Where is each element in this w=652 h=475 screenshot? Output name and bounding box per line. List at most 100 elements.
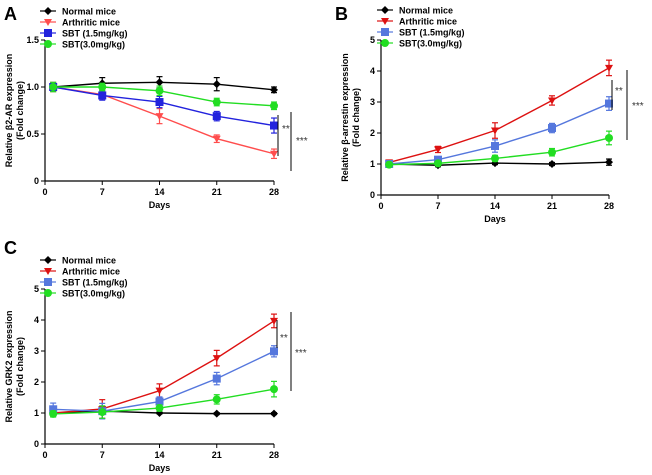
- y-tick-label: 1: [34, 408, 39, 418]
- data-point: [270, 101, 278, 110]
- data-point: [434, 159, 442, 168]
- data-point: [49, 409, 58, 418]
- y-axis-label-unit: (Fold change): [15, 337, 25, 396]
- series-arthritic-mice: [385, 59, 613, 167]
- data-point: [212, 112, 221, 121]
- y-tick-label: 4: [34, 315, 39, 325]
- data-point: [212, 374, 221, 383]
- data-point: [155, 387, 164, 395]
- legend-label: Normal mice: [62, 7, 116, 17]
- data-point: [212, 395, 221, 404]
- data-point: [270, 317, 278, 325]
- y-tick-label: 4: [370, 66, 375, 76]
- data-point: [605, 99, 613, 108]
- series-sbt-1-5mg-kg-: [49, 82, 278, 134]
- x-tick-label: 0: [42, 450, 47, 460]
- legend-marker: [44, 278, 52, 286]
- data-point: [212, 98, 221, 107]
- y-tick-label: 2: [370, 128, 375, 138]
- legend-marker: [44, 29, 52, 37]
- legend-label: SBT (1.5mg/kg): [62, 278, 128, 288]
- series-line: [389, 102, 610, 165]
- legend-label: Normal mice: [62, 256, 116, 266]
- y-tick-label: 0: [34, 439, 39, 449]
- series-sbt-3-0mg-kg-: [49, 81, 278, 111]
- y-axis-label: Relative β-arrestin expression: [340, 53, 350, 182]
- data-point: [548, 148, 556, 157]
- data-point: [270, 150, 278, 158]
- y-tick-label: 5: [370, 35, 375, 45]
- legend-marker: [44, 40, 52, 48]
- x-axis-label: Days: [484, 214, 506, 224]
- data-point: [212, 80, 221, 89]
- data-point: [155, 98, 164, 107]
- y-tick-label: 5: [34, 284, 39, 294]
- legend-marker: [381, 28, 389, 36]
- legend-marker: [44, 256, 52, 264]
- x-tick-label: 21: [547, 201, 557, 211]
- y-axis-label-unit: (Fold change): [351, 88, 361, 147]
- y-tick-label: 0: [34, 176, 39, 186]
- data-point: [49, 83, 58, 91]
- y-axis-label-unit: (Fold change): [15, 81, 25, 140]
- y-tick-label: 1.5: [26, 35, 39, 45]
- data-point: [491, 127, 499, 135]
- x-tick-label: 14: [154, 187, 164, 197]
- legend-label: Arthritic mice: [62, 18, 120, 28]
- legend-marker: [44, 268, 52, 275]
- significance-label: ***: [295, 348, 307, 359]
- data-point: [491, 142, 499, 151]
- y-axis-label: Relative GRK2 expression: [4, 310, 14, 422]
- series-line: [388, 67, 610, 164]
- data-point: [155, 404, 164, 413]
- data-point: [270, 385, 278, 394]
- legend-marker: [381, 18, 389, 25]
- data-point: [548, 97, 556, 105]
- series-sbt-3-0mg-kg-: [385, 130, 613, 169]
- legend-marker: [44, 289, 52, 297]
- legend-marker: [381, 39, 389, 47]
- y-tick-label: 3: [34, 346, 39, 356]
- data-point: [212, 355, 221, 363]
- legend-label: Arthritic mice: [399, 17, 457, 27]
- panel-letter: B: [335, 4, 348, 24]
- data-point: [605, 133, 613, 142]
- x-tick-label: 7: [100, 450, 105, 460]
- legend-label: SBT (1.5mg/kg): [62, 29, 128, 39]
- legend-marker: [44, 19, 52, 26]
- data-point: [434, 146, 442, 154]
- x-tick-label: 0: [42, 187, 47, 197]
- x-tick-label: 21: [212, 187, 222, 197]
- data-point: [98, 83, 107, 91]
- legend-label: SBT (1.5mg/kg): [399, 28, 465, 38]
- data-point: [270, 121, 278, 130]
- data-point: [605, 158, 613, 167]
- chart-panel-c: C 0 1 2 3 4 5 0 7 14 21 28 Days Relative GRK2 express…: [4, 238, 307, 473]
- data-point: [605, 64, 613, 72]
- x-tick-label: 14: [490, 201, 500, 211]
- significance-label: **: [282, 124, 290, 135]
- legend-marker: [381, 6, 389, 14]
- data-point: [270, 85, 278, 94]
- legend-label: Arthritic mice: [62, 267, 120, 277]
- y-tick-label: 2: [34, 377, 39, 387]
- x-tick-label: 21: [212, 450, 222, 460]
- legend-label: Normal mice: [399, 6, 453, 16]
- panel-letter: C: [4, 238, 17, 258]
- chart-panel-a: A 0 0.5 1.0 1.5 0 7 14 21 28 Days Relative β2-AR ex…: [4, 4, 308, 210]
- x-tick-label: 7: [100, 187, 105, 197]
- x-tick-label: 28: [604, 201, 614, 211]
- data-point: [212, 135, 221, 143]
- data-point: [98, 408, 107, 417]
- legend-marker: [44, 7, 52, 15]
- y-tick-label: 3: [370, 97, 375, 107]
- data-point: [270, 347, 278, 356]
- data-point: [491, 154, 499, 163]
- data-point: [155, 113, 164, 121]
- x-tick-label: 7: [435, 201, 440, 211]
- series-line: [53, 81, 275, 91]
- significance-label: ***: [632, 101, 644, 112]
- data-point: [385, 160, 394, 169]
